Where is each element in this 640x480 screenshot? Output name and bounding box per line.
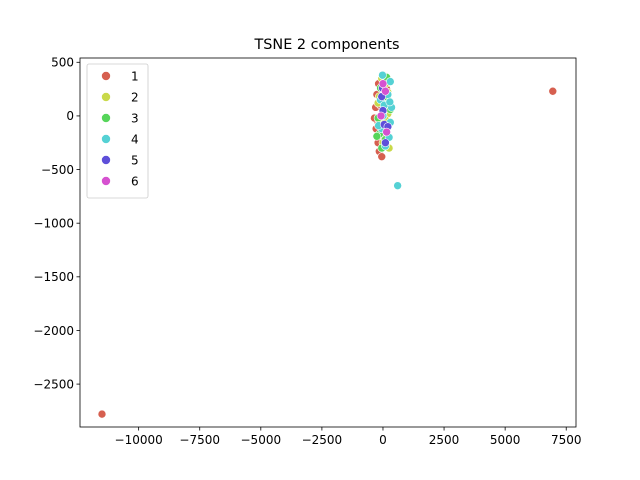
point-s6-3 [378, 79, 388, 89]
x-tick-label-3: −2500 [302, 433, 343, 447]
y-tick-label-5: −2000 [33, 324, 74, 338]
legend-marker-3 [101, 113, 111, 123]
series-1 [97, 70, 558, 419]
legend-marker-4 [101, 134, 111, 144]
y-axis: 500 0 −500 −1000 −1500 −2000 −2500 [33, 56, 80, 391]
x-tick-label-7: 7500 [551, 433, 582, 447]
legend-marker-1 [101, 71, 111, 81]
point-s4-12 [385, 97, 395, 107]
point-s1-9 [377, 152, 387, 161]
point-s1-0 [97, 409, 107, 419]
legend-label-3: 3 [131, 112, 139, 126]
point-s6-0 [381, 86, 390, 96]
legend-marker-5 [101, 155, 111, 165]
series-6 [376, 79, 391, 137]
legend-label-1: 1 [131, 70, 139, 84]
legend-label-4: 4 [131, 133, 139, 147]
y-tick-label-3: −1000 [33, 216, 74, 230]
y-tick-label-4: −1500 [33, 270, 74, 284]
point-s4-1 [378, 70, 387, 80]
points-layer [97, 70, 558, 419]
y-tick-label-6: −2500 [33, 377, 74, 391]
y-tick-label-0: 500 [51, 56, 74, 70]
x-axis: −10000 −7500 −5000 −2500 0 2500 5000 7500 [115, 427, 582, 447]
legend: 1 2 3 4 5 6 [86, 63, 149, 199]
legend-label-5: 5 [131, 154, 139, 168]
point-s3-10 [372, 132, 382, 141]
x-tick-label-0: −10000 [115, 433, 163, 447]
point-s6-1 [376, 111, 386, 121]
legend-marker-2 [101, 92, 111, 102]
x-tick-label-4: 0 [379, 433, 387, 447]
legend-marker-6 [101, 176, 111, 186]
x-tick-label-2: −5000 [241, 433, 282, 447]
x-tick-label-5: 2500 [429, 433, 460, 447]
legend-label-2: 2 [131, 91, 139, 105]
y-tick-label-1: 0 [66, 109, 74, 123]
chart-title: TSNE 2 components [254, 37, 400, 53]
y-tick-label-2: −500 [41, 163, 74, 177]
legend-items: 1 2 3 4 5 6 [101, 70, 139, 189]
point-s4-0 [393, 181, 402, 190]
legend-label-6: 6 [131, 175, 139, 189]
point-s5-5 [381, 138, 390, 148]
axes-frame [79, 57, 577, 428]
legend-box [86, 63, 149, 199]
point-s4-2 [386, 77, 395, 86]
x-tick-label-1: −7500 [179, 433, 220, 447]
point-s6-2 [382, 127, 391, 137]
x-tick-label-6: 5000 [490, 433, 521, 447]
point-s1-1 [548, 86, 558, 96]
